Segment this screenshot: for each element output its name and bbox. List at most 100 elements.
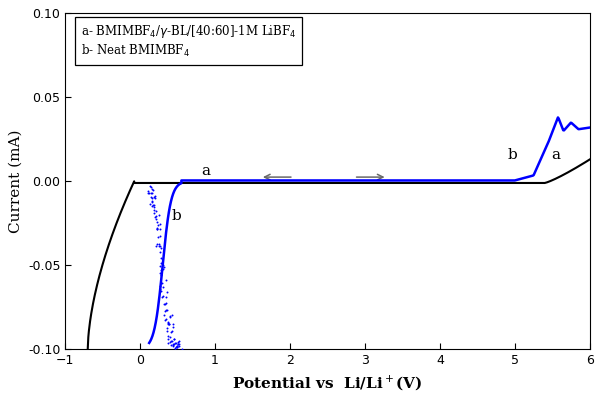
Point — [169, 342, 178, 348]
Point — [172, 344, 182, 350]
Point — [168, 350, 178, 356]
Point — [174, 340, 184, 347]
Point — [147, 186, 157, 192]
Point — [147, 199, 157, 206]
Point — [151, 213, 161, 219]
Point — [155, 233, 165, 240]
Point — [178, 346, 187, 352]
Point — [170, 347, 180, 353]
Point — [149, 207, 159, 214]
Point — [173, 348, 183, 354]
Point — [162, 325, 172, 331]
Point — [146, 190, 156, 196]
Point — [152, 225, 161, 232]
Point — [172, 344, 181, 350]
Point — [157, 255, 166, 262]
Point — [164, 320, 173, 326]
Point — [155, 225, 165, 232]
Point — [163, 340, 173, 346]
Point — [160, 312, 169, 318]
Point — [166, 329, 175, 335]
Point — [156, 260, 166, 266]
Point — [175, 343, 184, 349]
Point — [154, 212, 164, 218]
Text: a- BMIMBF$_4$/$\gamma$-BL/[40:60]-1M LiBF$_4$
b- Neat BMIMBF$_4$: a- BMIMBF$_4$/$\gamma$-BL/[40:60]-1M LiB… — [81, 24, 296, 59]
Point — [172, 342, 182, 349]
Point — [162, 277, 172, 283]
Point — [163, 333, 173, 339]
Point — [170, 345, 180, 352]
Point — [158, 294, 167, 300]
Point — [155, 249, 165, 256]
Point — [160, 317, 170, 323]
Point — [152, 207, 161, 214]
Point — [174, 338, 184, 344]
Point — [162, 328, 172, 334]
Text: a: a — [202, 164, 211, 178]
Point — [147, 195, 157, 201]
Point — [160, 301, 170, 308]
Point — [162, 307, 172, 314]
Point — [152, 240, 161, 247]
Point — [167, 337, 176, 344]
Point — [169, 336, 179, 342]
Point — [161, 294, 170, 300]
Point — [166, 333, 175, 340]
Point — [154, 241, 164, 247]
Point — [167, 328, 176, 334]
Point — [153, 233, 163, 240]
Point — [153, 219, 163, 225]
Point — [166, 314, 175, 320]
Point — [161, 307, 171, 313]
Point — [155, 282, 165, 289]
Point — [160, 301, 169, 308]
Text: a: a — [551, 148, 560, 162]
Point — [156, 267, 166, 273]
Point — [164, 321, 174, 327]
Y-axis label: Current (mA): Current (mA) — [8, 130, 22, 233]
Point — [150, 214, 160, 220]
Point — [162, 289, 172, 295]
Point — [168, 324, 178, 330]
Point — [158, 266, 168, 272]
Point — [157, 288, 166, 294]
Point — [168, 320, 178, 327]
Point — [173, 340, 182, 347]
Point — [168, 343, 178, 350]
Point — [155, 242, 165, 249]
Point — [153, 225, 163, 231]
Point — [149, 204, 159, 210]
Point — [143, 190, 153, 196]
Point — [155, 243, 164, 250]
Point — [146, 184, 155, 190]
Point — [147, 198, 157, 204]
Text: b: b — [172, 209, 181, 223]
Point — [148, 186, 158, 193]
Point — [155, 262, 164, 269]
Point — [167, 338, 176, 344]
Point — [169, 336, 179, 342]
Point — [171, 344, 181, 350]
Point — [149, 202, 159, 208]
Point — [163, 319, 172, 325]
Point — [150, 193, 160, 200]
Point — [157, 272, 166, 278]
Point — [165, 312, 175, 319]
Point — [170, 346, 180, 353]
Point — [155, 286, 165, 292]
Point — [143, 188, 153, 194]
Point — [172, 340, 181, 346]
Point — [160, 264, 169, 271]
Point — [158, 280, 167, 286]
Point — [168, 341, 178, 347]
Point — [146, 201, 155, 207]
Point — [158, 284, 168, 290]
Point — [147, 202, 157, 209]
Point — [164, 320, 173, 327]
Point — [166, 342, 176, 348]
Point — [149, 210, 159, 216]
Point — [155, 221, 164, 228]
Point — [145, 183, 155, 189]
Point — [152, 226, 162, 232]
Point — [161, 307, 170, 314]
